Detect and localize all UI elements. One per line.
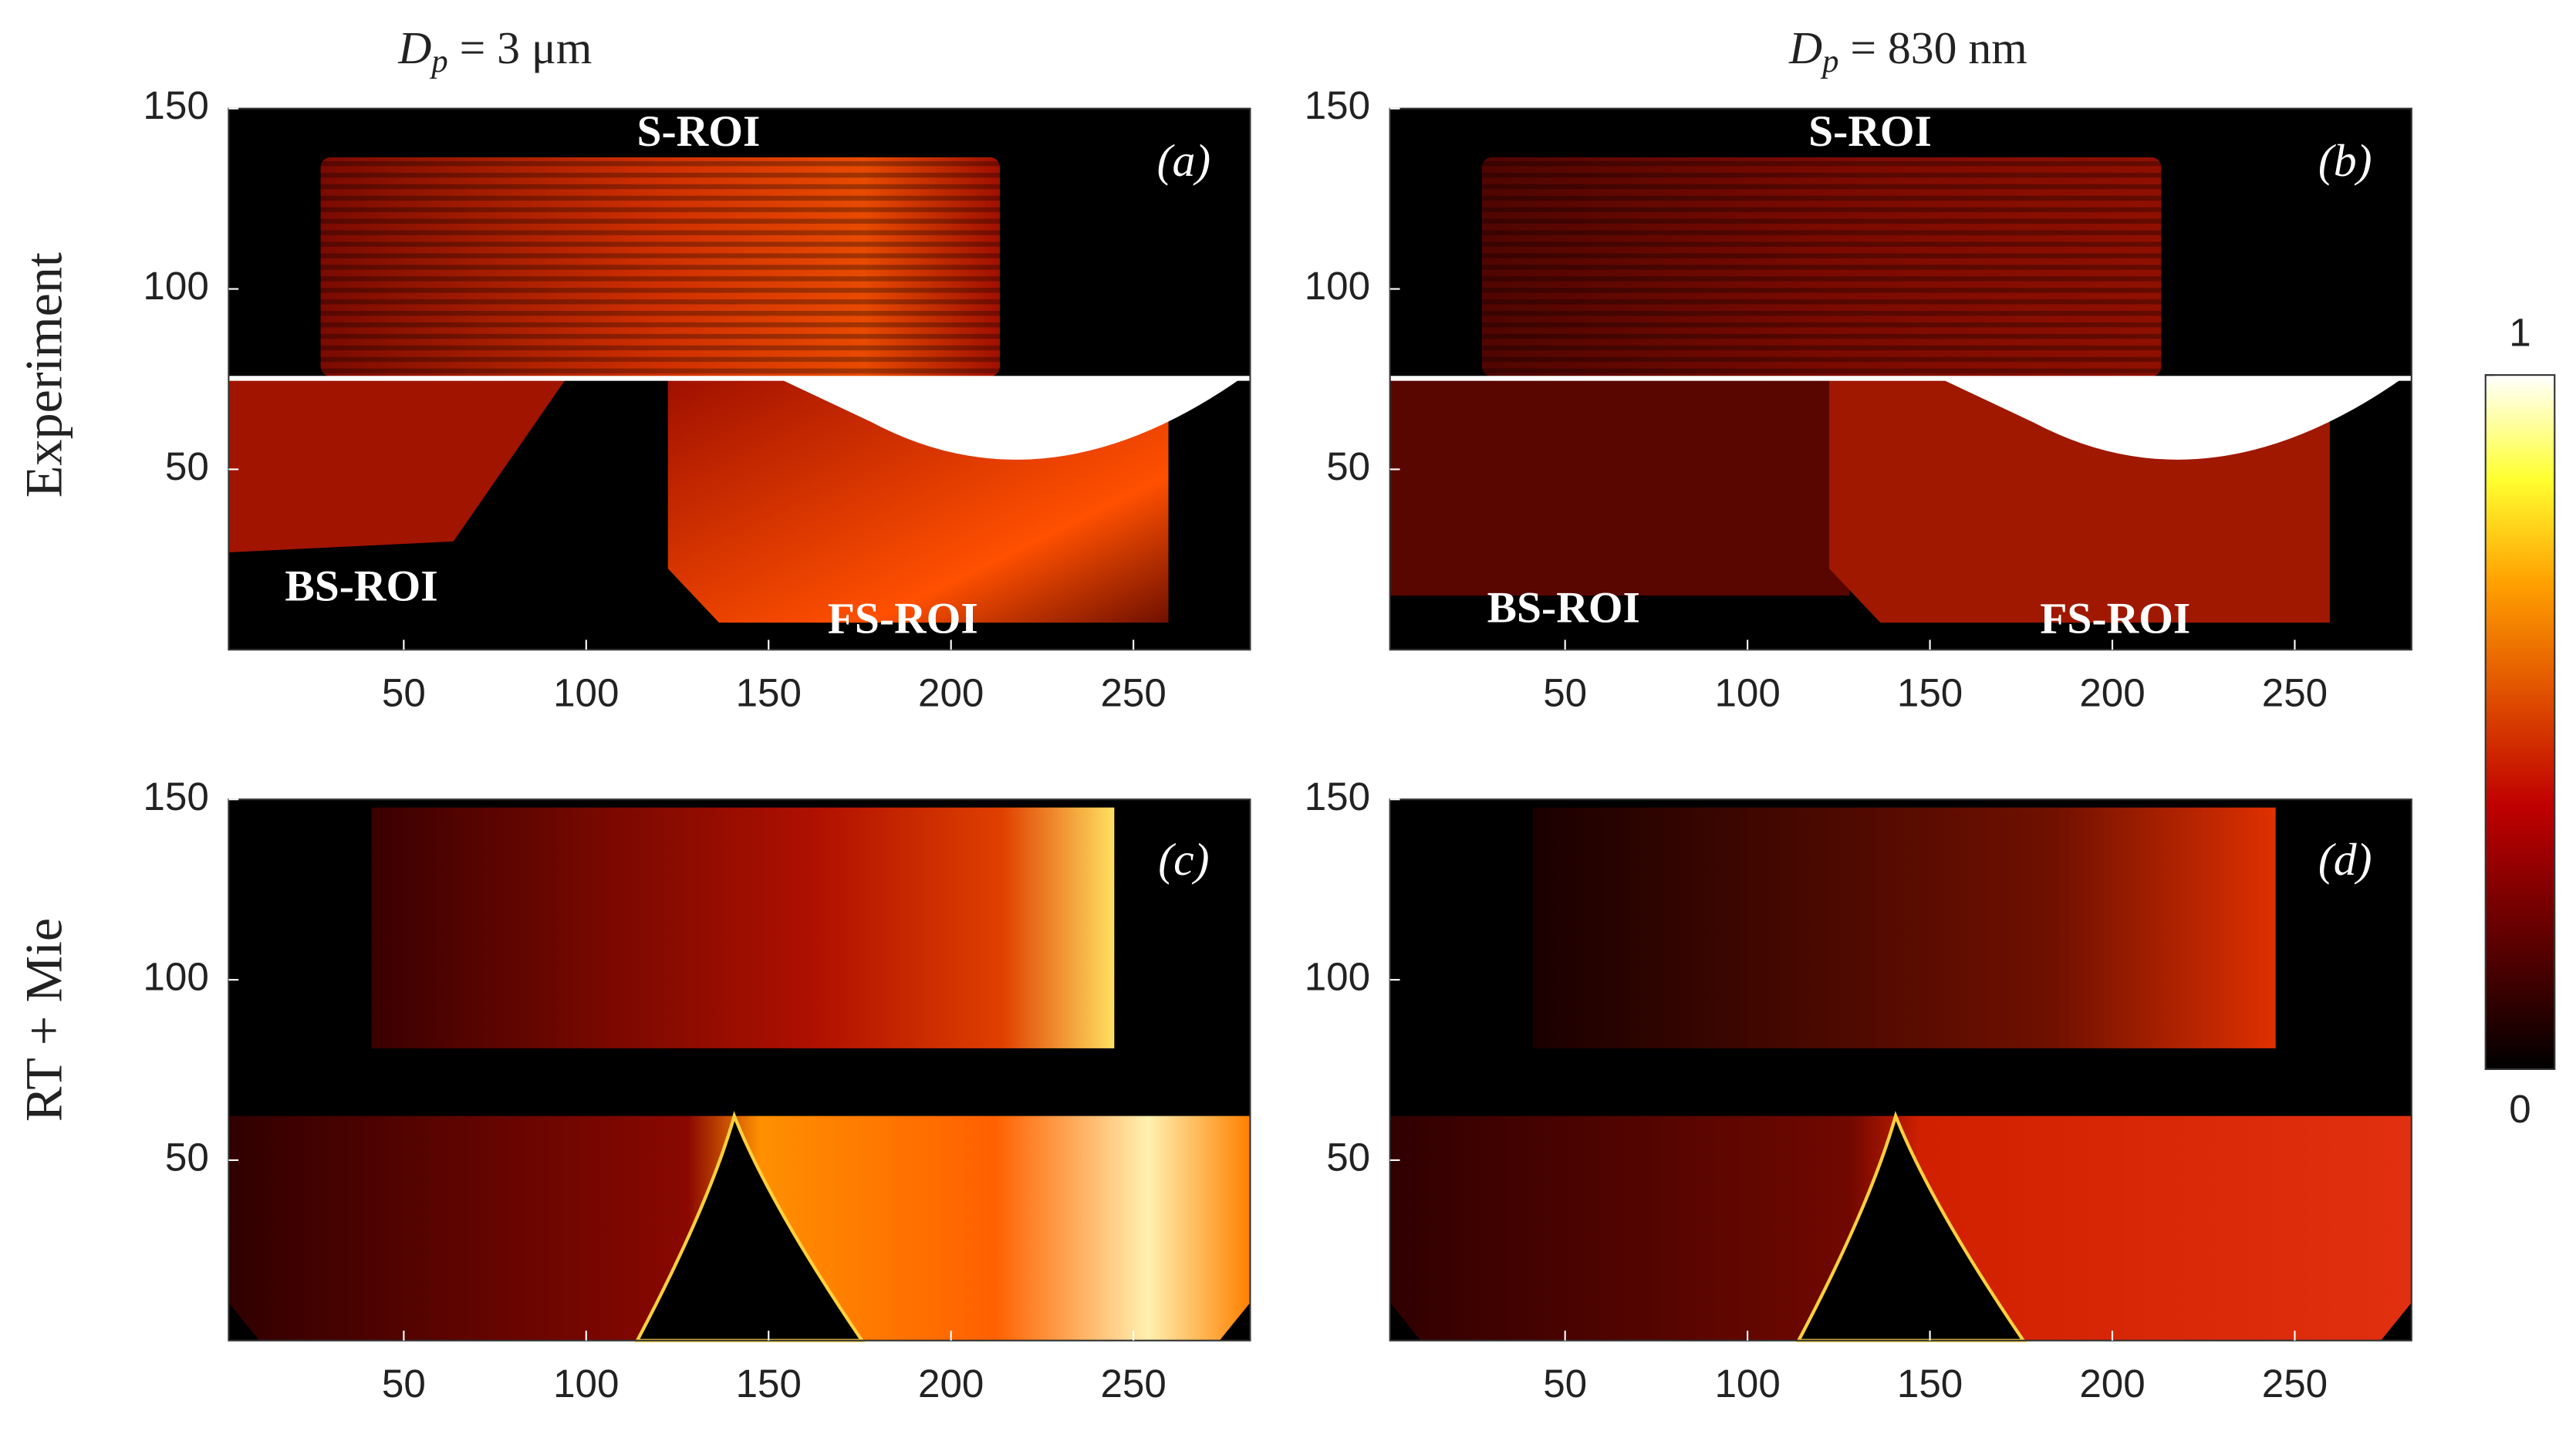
y-tick-label: 100 xyxy=(143,955,208,999)
y-tick-label: 150 xyxy=(143,83,208,127)
x-tick-label: 50 xyxy=(382,1362,426,1406)
roi-label: FS-ROI xyxy=(2040,594,2190,643)
x-tick-label: 100 xyxy=(553,1362,619,1406)
x-tick-label: 50 xyxy=(1543,1362,1587,1406)
x-tick-label: 50 xyxy=(1543,670,1587,714)
x-tick-label: 150 xyxy=(736,1362,802,1406)
title-symbol: D xyxy=(1788,22,1822,73)
heatmap-panel xyxy=(1389,798,2412,1342)
image-streaks xyxy=(320,157,1001,376)
row-label: Experiment xyxy=(15,252,73,498)
title-symbol: D xyxy=(397,22,431,73)
roi-label: FS-ROI xyxy=(828,594,978,643)
panel-label: (a) xyxy=(1157,135,1211,186)
roi-label: BS-ROI xyxy=(285,562,437,610)
axes-box xyxy=(228,798,1251,1342)
image-saturated xyxy=(1941,379,2402,460)
title-subscript: p xyxy=(429,43,447,79)
image-region xyxy=(371,807,1115,1048)
y-tick-label: 100 xyxy=(143,264,208,308)
image-streaks xyxy=(1481,157,2162,376)
x-tick-label: 200 xyxy=(2079,1362,2145,1406)
column-title: Dp = 830 nm xyxy=(1788,22,2027,79)
column-title: Dp = 3 μm xyxy=(397,22,592,79)
y-tick-label: 100 xyxy=(1305,264,1370,308)
title-subscript: p xyxy=(1820,43,1838,79)
image-region xyxy=(228,379,566,552)
x-tick-label: 100 xyxy=(1714,1362,1780,1406)
image-line xyxy=(228,376,1251,381)
x-tick-label: 250 xyxy=(1100,670,1166,714)
x-tick-label: 200 xyxy=(918,1362,984,1406)
y-tick-label: 50 xyxy=(1326,444,1370,488)
axes-box xyxy=(228,107,1251,651)
title-rest: = 830 nm xyxy=(1838,22,2027,73)
y-tick-label: 50 xyxy=(165,444,209,488)
roi-label: BS-ROI xyxy=(1487,583,1640,632)
x-tick-label: 150 xyxy=(736,670,802,714)
y-tick-label: 100 xyxy=(1305,955,1370,999)
heatmap-panel xyxy=(228,798,1251,1342)
row-label: RT + Mie xyxy=(15,918,73,1122)
colorbar xyxy=(2484,374,2556,1070)
y-tick-label: 50 xyxy=(1326,1135,1370,1179)
x-tick-label: 100 xyxy=(553,670,619,714)
roi-label: S-ROI xyxy=(1808,107,1932,156)
image-shadow xyxy=(634,1111,866,1342)
heatmap-panel xyxy=(228,107,1251,651)
image-region xyxy=(1389,379,1850,596)
x-tick-label: 250 xyxy=(2262,670,2328,714)
axes-box xyxy=(1389,798,2412,1342)
image-shadow xyxy=(1795,1111,2027,1342)
image-line xyxy=(1389,376,2412,381)
title-rest: = 3 μm xyxy=(448,22,593,73)
heatmap-panel xyxy=(1389,107,2412,651)
panel-label: (b) xyxy=(2318,135,2372,186)
x-tick-label: 150 xyxy=(1897,1362,1963,1406)
x-tick-label: 200 xyxy=(918,670,984,714)
image-saturated xyxy=(780,379,1241,460)
x-tick-label: 100 xyxy=(1714,670,1780,714)
x-tick-label: 250 xyxy=(2262,1362,2328,1406)
x-tick-label: 250 xyxy=(1100,1362,1166,1406)
panel-label: (d) xyxy=(2318,834,2372,885)
x-tick-label: 150 xyxy=(1897,670,1963,714)
y-tick-label: 150 xyxy=(1305,775,1370,818)
panel-label: (c) xyxy=(1158,834,1209,885)
image-region xyxy=(1533,807,2276,1048)
y-tick-label: 150 xyxy=(143,775,208,818)
x-tick-label: 50 xyxy=(382,670,426,714)
colorbar-tick-label: 0 xyxy=(2509,1087,2530,1131)
x-tick-label: 200 xyxy=(2079,670,2145,714)
roi-label: S-ROI xyxy=(637,107,761,156)
colorbar-tick-label: 1 xyxy=(2509,310,2530,354)
y-tick-label: 50 xyxy=(165,1135,209,1179)
axes-box xyxy=(1389,107,2412,651)
y-tick-label: 150 xyxy=(1305,83,1370,127)
